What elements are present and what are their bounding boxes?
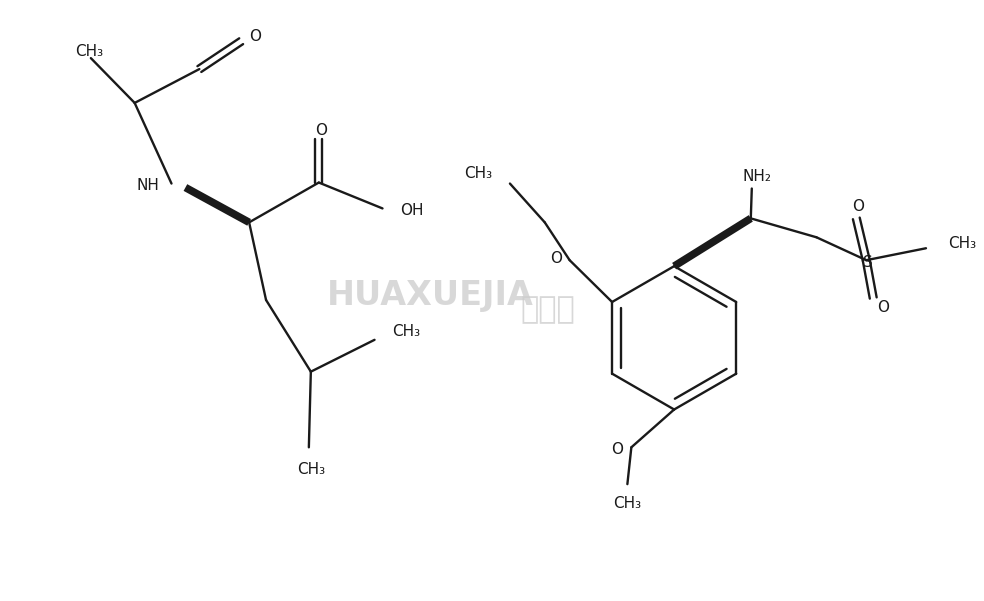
Text: O: O bbox=[550, 251, 562, 266]
Text: CH₃: CH₃ bbox=[297, 462, 325, 477]
Text: CH₃: CH₃ bbox=[393, 325, 420, 340]
Text: CH₃: CH₃ bbox=[948, 236, 976, 251]
Text: CH₃: CH₃ bbox=[463, 166, 492, 181]
Text: CH₃: CH₃ bbox=[75, 44, 103, 59]
Text: HUAXUEJIA: HUAXUEJIA bbox=[327, 278, 533, 311]
Text: OH: OH bbox=[400, 203, 424, 218]
Text: O: O bbox=[877, 300, 890, 316]
Text: CH₃: CH₃ bbox=[613, 496, 642, 511]
Text: 化学加: 化学加 bbox=[521, 296, 575, 325]
Text: O: O bbox=[611, 442, 624, 457]
Text: NH₂: NH₂ bbox=[742, 169, 771, 184]
Text: O: O bbox=[852, 199, 864, 214]
Text: O: O bbox=[249, 29, 261, 44]
Text: S: S bbox=[863, 255, 873, 270]
Text: NH: NH bbox=[137, 178, 159, 193]
Text: O: O bbox=[315, 123, 327, 138]
